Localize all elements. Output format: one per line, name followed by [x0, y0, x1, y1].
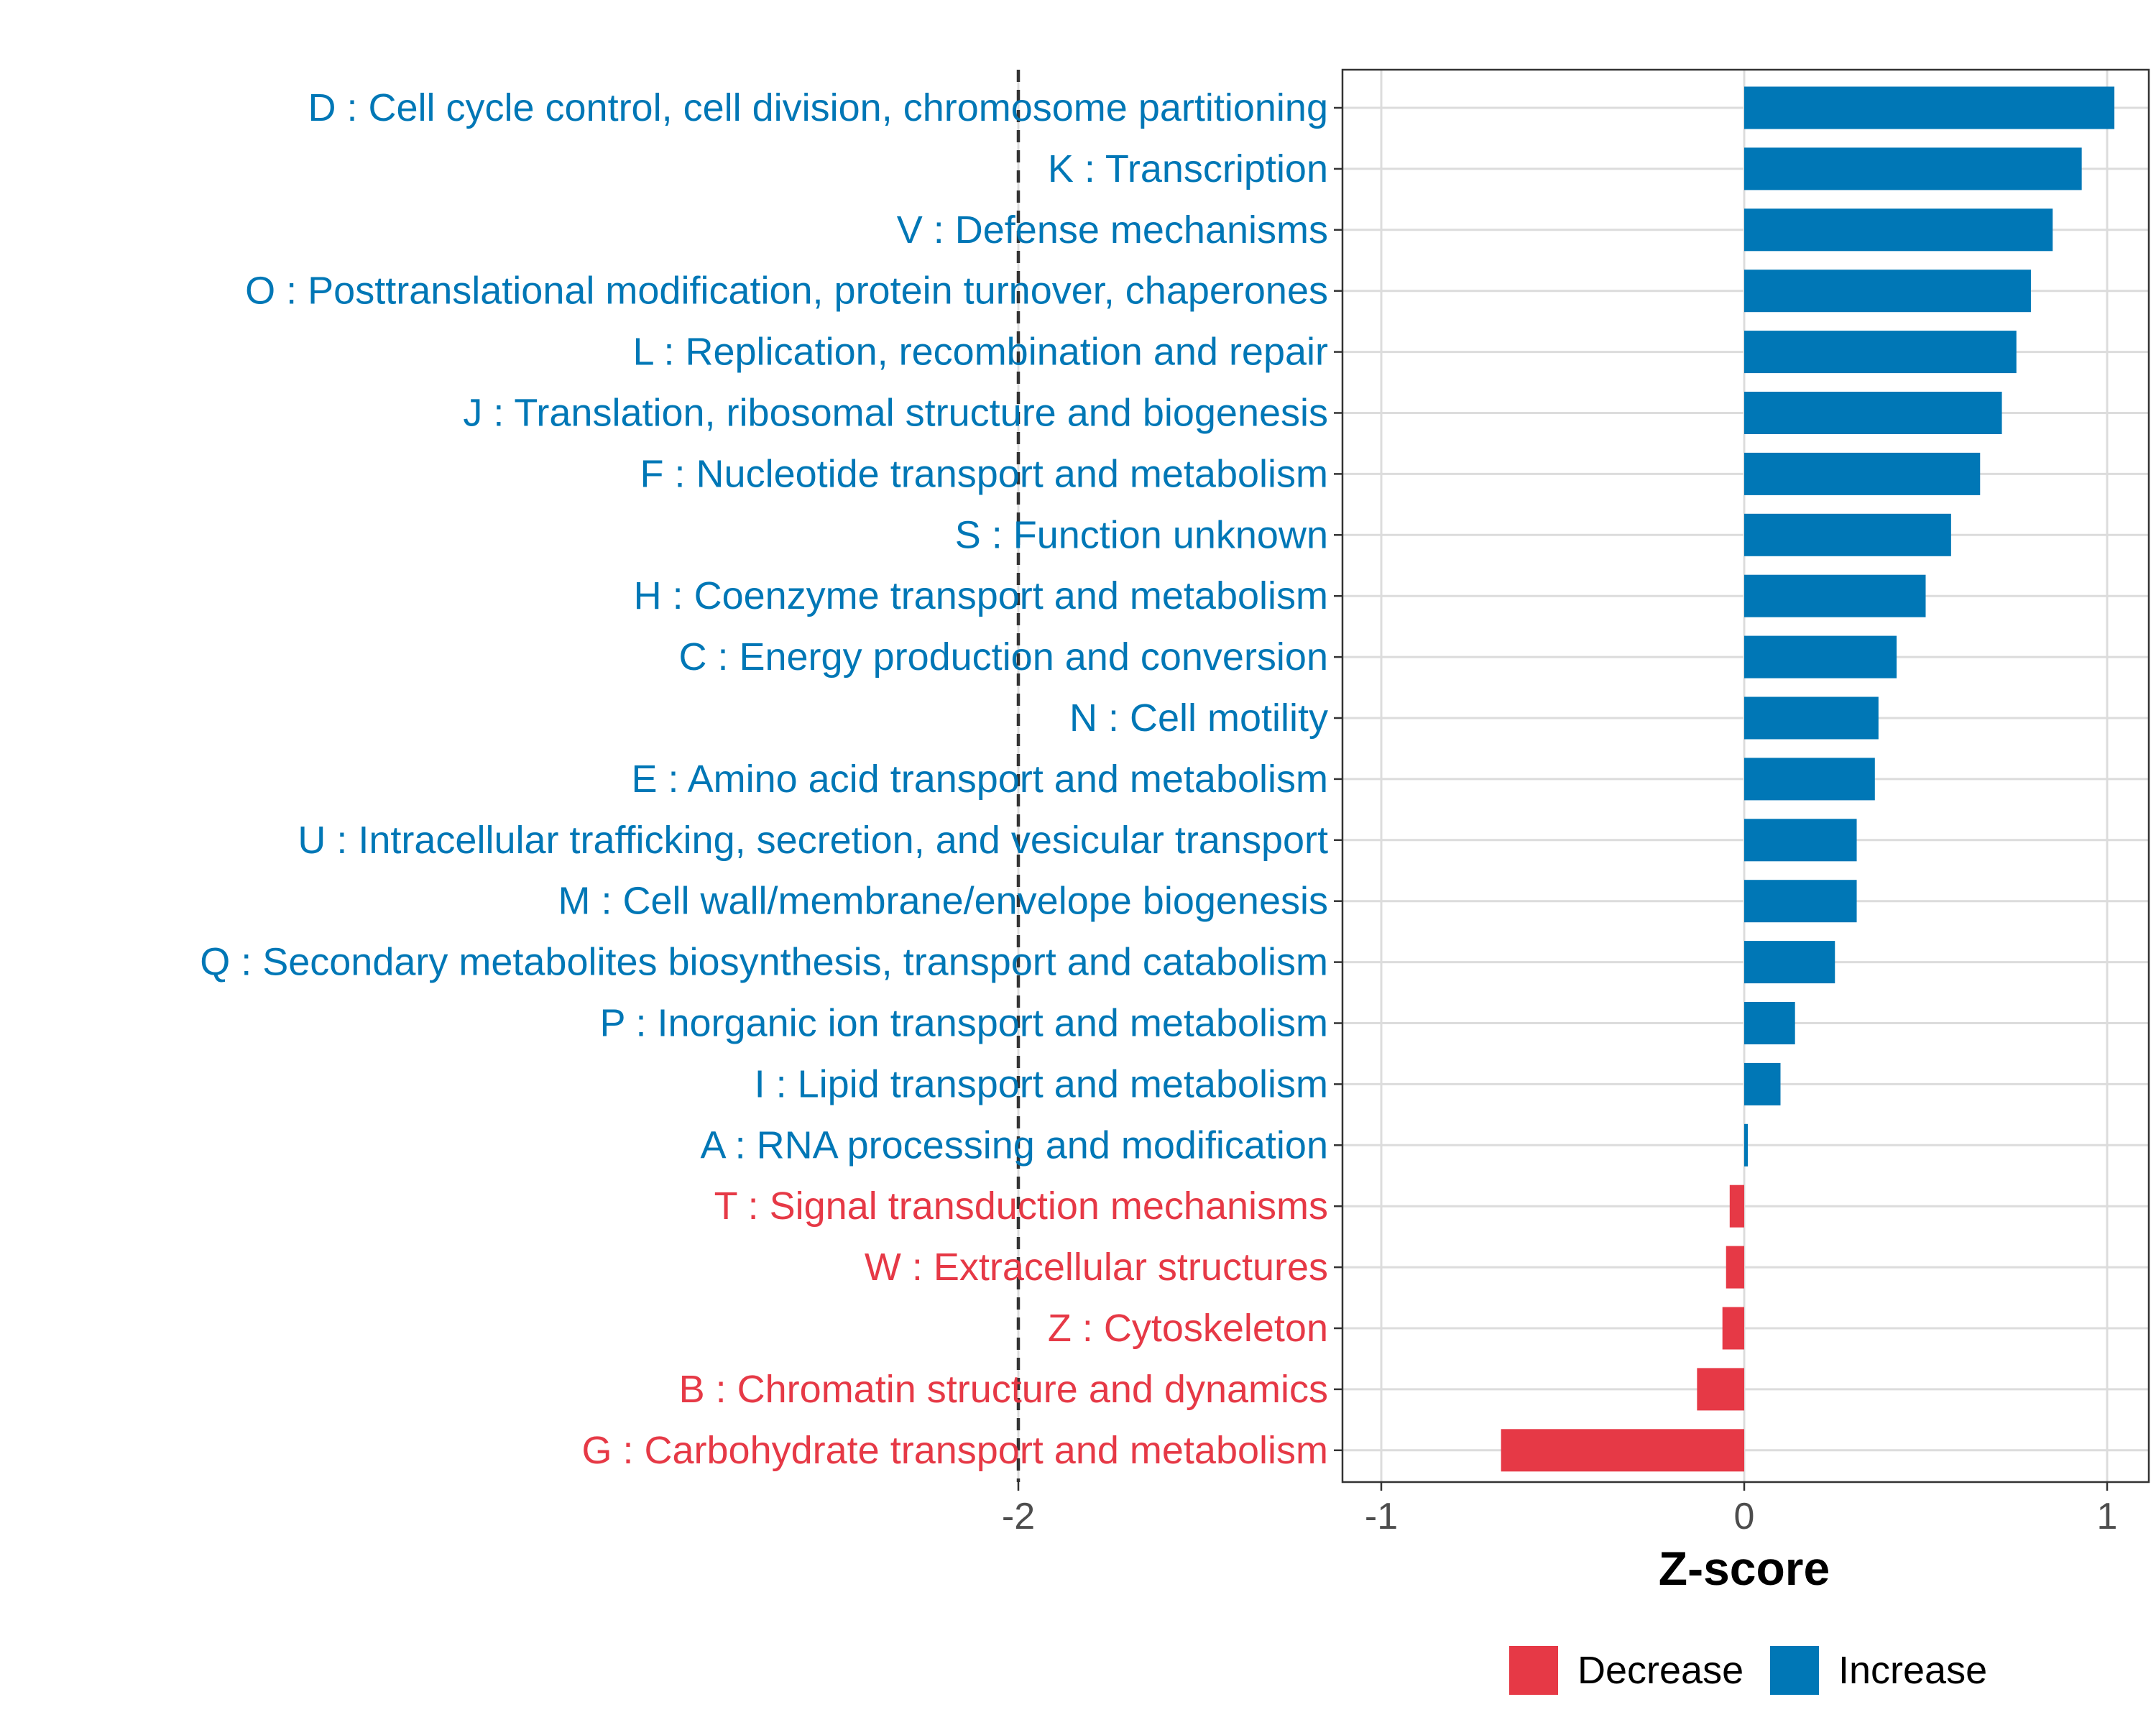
bar-decrease — [1697, 1368, 1744, 1411]
bar-increase — [1744, 1062, 1781, 1105]
category-label: O : Posttranslational modification, prot… — [245, 270, 1328, 313]
category-label: S : Function unknown — [955, 513, 1328, 556]
category-label: L : Replication, recombination and repai… — [632, 331, 1328, 374]
x-tick-labels: -2-1012 — [1002, 1496, 2118, 1537]
category-label: U : Intracellular trafficking, secretion… — [298, 819, 1328, 862]
bar-decrease — [1726, 1246, 1744, 1289]
category-label: W : Extracellular structures — [865, 1246, 1328, 1289]
bar-increase — [1744, 1123, 1749, 1167]
x-axis-title: Z-score — [1659, 1542, 1830, 1595]
bar-increase — [1744, 208, 2053, 252]
category-label: D : Cell cycle control, cell division, c… — [308, 86, 1328, 129]
bar-decrease — [1501, 1429, 1744, 1472]
x-tick-label: -1 — [1365, 1496, 1398, 1537]
x-tick-label: 0 — [1734, 1496, 1755, 1537]
category-label: A : RNA processing and modification — [701, 1123, 1328, 1167]
category-label: P : Inorganic ion transport and metaboli… — [599, 1002, 1328, 1045]
bar-increase — [1744, 1002, 1795, 1044]
bar-increase — [1744, 270, 2031, 313]
category-label: J : Translation, ribosomal structure and… — [463, 392, 1328, 435]
axis-ticks — [1017, 106, 2109, 1491]
bar-increase — [1744, 696, 1879, 740]
category-label: I : Lipid transport and metabolism — [755, 1062, 1328, 1105]
bars — [1501, 86, 2115, 1472]
category-label: H : Coenzyme transport and metabolism — [634, 574, 1328, 617]
category-label: V : Defense mechanisms — [897, 208, 1328, 252]
category-label: K : Transcription — [1048, 147, 1328, 190]
bar-increase — [1744, 635, 1897, 678]
category-label: C : Energy production and conversion — [678, 635, 1328, 678]
bar-increase — [1744, 147, 2082, 190]
legend-swatch-increase — [1770, 1646, 1819, 1695]
bar-increase — [1744, 941, 1835, 984]
bar-increase — [1744, 819, 1857, 862]
bar-decrease — [1722, 1307, 1744, 1350]
plot-panel-border — [1341, 68, 2150, 1484]
legend-label-increase: Increase — [1838, 1649, 1987, 1692]
x-tick-label: 1 — [2097, 1496, 2118, 1537]
bar-decrease — [1729, 1184, 1744, 1228]
bar-increase — [1744, 574, 1926, 617]
legend: Decrease Increase — [1509, 1646, 1987, 1695]
legend-swatch-decrease — [1509, 1646, 1558, 1695]
category-label: B : Chromatin structure and dynamics — [679, 1368, 1328, 1411]
bar-increase — [1744, 86, 2115, 129]
bar-increase — [1744, 513, 1951, 556]
category-label: G : Carbohydrate transport and metabolis… — [582, 1429, 1329, 1472]
category-label: F : Nucleotide transport and metabolism — [640, 452, 1328, 495]
legend-label-decrease: Decrease — [1577, 1649, 1743, 1692]
category-label: M : Cell wall/membrane/envelope biogenes… — [558, 880, 1328, 923]
bar-increase — [1744, 452, 1981, 495]
category-label: Z : Cytoskeleton — [1048, 1307, 1328, 1350]
category-label: N : Cell motility — [1069, 696, 1328, 740]
category-labels: D : Cell cycle control, cell division, c… — [200, 86, 1328, 1472]
bar-increase — [1744, 392, 2002, 434]
bar-increase — [1744, 331, 2017, 374]
bar-increase — [1744, 758, 1875, 801]
bar-increase — [1744, 880, 1857, 923]
category-label: T : Signal transduction mechanisms — [714, 1184, 1328, 1228]
category-label: E : Amino acid transport and metabolism — [632, 758, 1328, 801]
reference-lines — [1016, 70, 1021, 1482]
x-tick-label: -2 — [1002, 1496, 1035, 1537]
category-label: Q : Secondary metabolites biosynthesis, … — [200, 941, 1328, 984]
